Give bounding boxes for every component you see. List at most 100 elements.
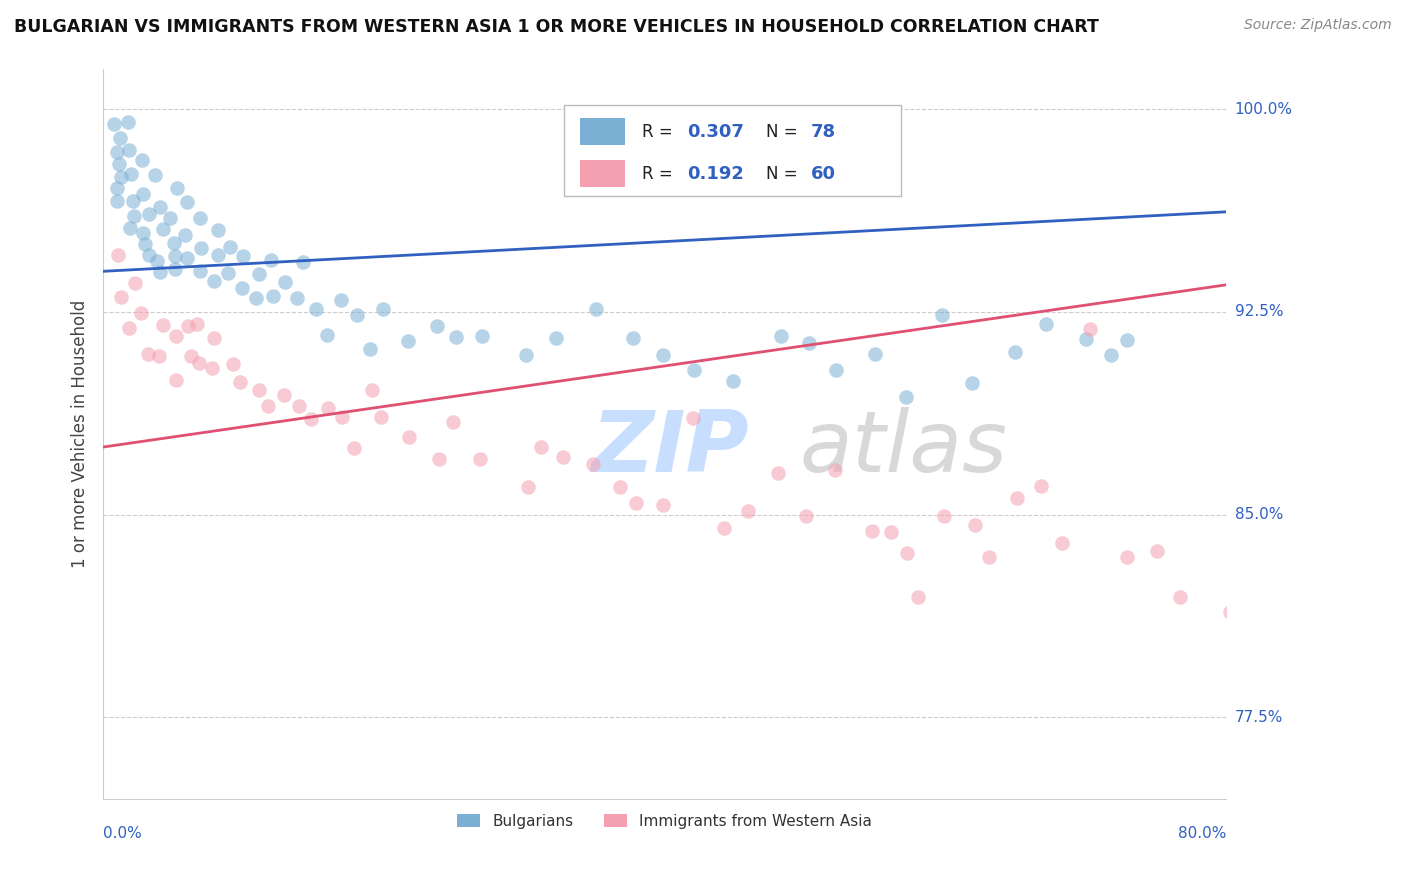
Point xyxy=(152,318,174,332)
Point xyxy=(292,254,315,268)
Point xyxy=(1168,590,1191,604)
Point xyxy=(979,549,1001,564)
Point xyxy=(207,223,229,237)
Point xyxy=(896,546,918,560)
Point xyxy=(149,265,172,279)
Text: N =: N = xyxy=(766,123,803,141)
Point xyxy=(149,200,172,214)
Point xyxy=(1005,491,1028,505)
Point xyxy=(217,267,239,281)
Point xyxy=(105,145,128,160)
Point xyxy=(546,330,568,344)
Point xyxy=(288,400,311,414)
Point xyxy=(132,226,155,240)
Point xyxy=(651,498,673,512)
Point xyxy=(396,334,419,349)
Point xyxy=(582,457,605,471)
Point xyxy=(468,451,491,466)
Point xyxy=(530,441,553,455)
Point xyxy=(426,318,449,333)
Point xyxy=(165,373,187,387)
Point xyxy=(165,249,187,263)
Point xyxy=(360,383,382,397)
Point xyxy=(316,401,339,416)
Text: ZIP: ZIP xyxy=(592,407,749,490)
Point xyxy=(159,211,181,225)
Point xyxy=(129,306,152,320)
Point xyxy=(1078,322,1101,336)
Point xyxy=(152,222,174,236)
Point xyxy=(346,308,368,322)
Point xyxy=(359,343,381,357)
Point xyxy=(110,290,132,304)
Point xyxy=(721,374,744,388)
Point xyxy=(1074,333,1097,347)
Point xyxy=(257,399,280,413)
Point xyxy=(108,130,131,145)
Point xyxy=(932,508,955,523)
Point xyxy=(370,410,392,425)
Point xyxy=(201,361,224,376)
Point xyxy=(769,329,792,343)
Point xyxy=(219,240,242,254)
Point xyxy=(768,467,790,481)
Point xyxy=(444,330,467,344)
Point xyxy=(1116,550,1139,565)
Text: 0.0%: 0.0% xyxy=(103,826,142,841)
Point xyxy=(110,170,132,185)
Point xyxy=(880,524,903,539)
Point xyxy=(190,241,212,255)
Point xyxy=(186,317,208,331)
Point xyxy=(120,221,142,235)
Point xyxy=(931,308,953,322)
Point xyxy=(1050,536,1073,550)
Point xyxy=(609,480,631,494)
Point xyxy=(188,264,211,278)
Point xyxy=(907,590,929,604)
Point xyxy=(1004,345,1026,359)
Y-axis label: 1 or more Vehicles in Household: 1 or more Vehicles in Household xyxy=(72,300,89,567)
Point xyxy=(188,211,211,225)
Point xyxy=(274,275,297,289)
Text: atlas: atlas xyxy=(800,407,1008,490)
FancyBboxPatch shape xyxy=(564,105,900,196)
Point xyxy=(1115,333,1137,347)
Text: 77.5%: 77.5% xyxy=(1234,710,1282,725)
Point xyxy=(797,335,820,350)
Point xyxy=(652,348,675,362)
Point xyxy=(138,207,160,221)
Legend: Bulgarians, Immigrants from Western Asia: Bulgarians, Immigrants from Western Asia xyxy=(451,807,879,835)
Point xyxy=(794,508,817,523)
Text: BULGARIAN VS IMMIGRANTS FROM WESTERN ASIA 1 OR MORE VEHICLES IN HOUSEHOLD CORREL: BULGARIAN VS IMMIGRANTS FROM WESTERN ASI… xyxy=(14,18,1099,36)
Point xyxy=(260,253,283,268)
Point xyxy=(516,480,538,494)
Point xyxy=(1219,605,1241,619)
Point xyxy=(103,117,125,131)
Point xyxy=(963,518,986,533)
Point xyxy=(330,293,353,308)
Bar xyxy=(581,118,626,145)
Point xyxy=(373,301,395,316)
Text: 0.307: 0.307 xyxy=(688,123,744,141)
Point xyxy=(441,415,464,429)
Point xyxy=(621,331,644,345)
Point xyxy=(960,376,983,391)
Point xyxy=(177,318,200,333)
Point xyxy=(343,441,366,455)
Point xyxy=(247,384,270,398)
Point xyxy=(896,390,918,404)
Point xyxy=(228,376,250,390)
Point xyxy=(1146,544,1168,558)
Text: R =: R = xyxy=(643,123,678,141)
Point xyxy=(330,410,353,425)
Point xyxy=(737,504,759,518)
Point xyxy=(262,289,284,303)
Point xyxy=(176,252,198,266)
Point xyxy=(427,452,450,467)
Text: N =: N = xyxy=(766,165,803,183)
Point xyxy=(143,168,166,182)
Point xyxy=(553,450,575,465)
Point xyxy=(232,250,254,264)
Point xyxy=(231,281,253,295)
Point xyxy=(179,349,201,363)
